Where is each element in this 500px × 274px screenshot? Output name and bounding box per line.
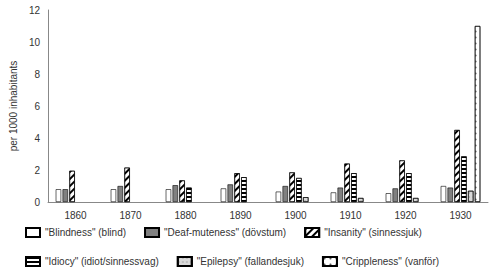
svg-text:"Insanity" (sinnessjuk): "Insanity" (sinnessjuk) bbox=[324, 227, 422, 238]
svg-text:"Epilepsy" (fallandesjuk): "Epilepsy" (fallandesjuk) bbox=[197, 256, 304, 267]
svg-text:12: 12 bbox=[29, 5, 41, 16]
svg-text:2: 2 bbox=[34, 165, 40, 176]
svg-text:1910: 1910 bbox=[339, 210, 362, 221]
svg-text:1890: 1890 bbox=[229, 210, 252, 221]
svg-text:6: 6 bbox=[34, 101, 40, 112]
svg-text:per 1000 inhabitants: per 1000 inhabitants bbox=[8, 61, 19, 152]
svg-text:10: 10 bbox=[29, 37, 41, 48]
svg-text:0: 0 bbox=[34, 197, 40, 208]
svg-text:1870: 1870 bbox=[119, 210, 142, 221]
svg-text:1900: 1900 bbox=[284, 210, 307, 221]
svg-text:"Deaf-muteness" (dövstum): "Deaf-muteness" (dövstum) bbox=[164, 227, 286, 238]
svg-text:"Crippleness" (vanför): "Crippleness" (vanför) bbox=[342, 256, 439, 267]
svg-text:1930: 1930 bbox=[449, 210, 472, 221]
svg-text:"Idiocy" (idiot/sinnessvag): "Idiocy" (idiot/sinnessvag) bbox=[45, 256, 159, 267]
svg-text:4: 4 bbox=[34, 133, 40, 144]
svg-text:1880: 1880 bbox=[174, 210, 197, 221]
svg-text:1860: 1860 bbox=[64, 210, 87, 221]
svg-text:1920: 1920 bbox=[394, 210, 417, 221]
svg-text:"Blindness" (blind): "Blindness" (blind) bbox=[45, 227, 126, 238]
svg-text:8: 8 bbox=[34, 69, 40, 80]
